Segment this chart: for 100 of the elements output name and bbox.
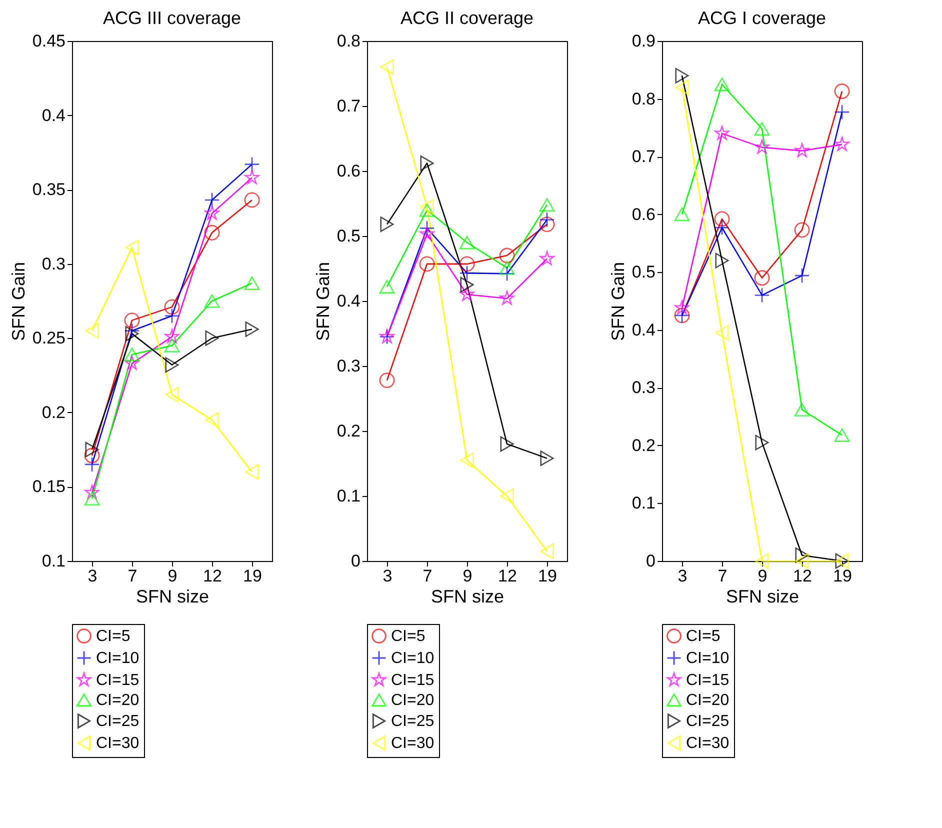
legend-label: CI=30 xyxy=(391,735,434,752)
point xyxy=(420,155,434,171)
point xyxy=(165,357,179,373)
point xyxy=(795,548,809,563)
point xyxy=(204,294,220,308)
point xyxy=(674,300,690,314)
point xyxy=(539,198,555,212)
x-tick-label: 12 xyxy=(203,566,222,586)
point xyxy=(164,308,180,324)
y-tick-label: 0.35 xyxy=(32,180,66,200)
point xyxy=(124,348,140,362)
point xyxy=(459,265,475,281)
legend-label: CI=25 xyxy=(96,713,140,730)
point xyxy=(245,464,259,480)
point xyxy=(794,268,810,284)
point xyxy=(754,270,770,286)
y-tick-label: 0.3 xyxy=(42,254,66,274)
y-tick-label: 0.15 xyxy=(32,477,66,496)
point xyxy=(460,452,474,468)
point xyxy=(540,544,554,559)
legend-label: CI=20 xyxy=(96,692,140,709)
point xyxy=(500,488,514,504)
point xyxy=(244,192,260,208)
point xyxy=(244,276,260,290)
y-tick-label: 0 xyxy=(351,552,360,570)
point xyxy=(675,80,689,95)
point xyxy=(460,277,474,292)
point xyxy=(794,143,810,158)
point xyxy=(499,266,515,282)
y-tick-label: 0.1 xyxy=(632,494,656,513)
x-tick-label: 12 xyxy=(498,566,517,586)
point xyxy=(754,122,770,136)
legend-label: CI=25 xyxy=(686,713,730,730)
legend-label: CI=5 xyxy=(391,628,426,645)
point xyxy=(459,236,475,250)
point xyxy=(164,299,180,315)
point xyxy=(420,199,434,214)
point xyxy=(84,492,100,506)
point xyxy=(164,328,180,344)
x-tick-label: 19 xyxy=(833,566,852,586)
point xyxy=(675,68,689,84)
point xyxy=(500,290,514,305)
x-axis-title: SFN size xyxy=(136,586,210,606)
point xyxy=(380,216,394,232)
point xyxy=(499,261,515,275)
legend-label: CI=15 xyxy=(96,672,140,689)
legend-label: CI=20 xyxy=(391,692,434,709)
point xyxy=(459,256,475,272)
point xyxy=(540,450,554,466)
y-tick-label: 0.7 xyxy=(632,147,656,166)
y-tick-label: 0.4 xyxy=(336,292,360,310)
y-tick-label: 0.8 xyxy=(336,32,360,50)
legend-label: CI=25 xyxy=(391,713,434,730)
x-tick-label: 9 xyxy=(168,566,178,586)
y-tick-label: 0.1 xyxy=(336,486,360,506)
y-tick-label: 0.1 xyxy=(42,552,66,570)
point xyxy=(674,208,690,222)
point xyxy=(419,203,435,217)
point xyxy=(714,78,730,92)
x-tick-label: 12 xyxy=(793,566,812,586)
chart-title: ACG II coverage xyxy=(400,8,534,28)
point xyxy=(540,251,554,266)
point xyxy=(499,248,515,264)
chart-title: ACG I coverage xyxy=(698,8,826,28)
point xyxy=(204,224,220,240)
point xyxy=(84,448,100,464)
point xyxy=(124,322,140,338)
y-tick-label: 0.25 xyxy=(32,328,66,348)
point xyxy=(245,322,259,337)
point xyxy=(419,256,435,272)
point xyxy=(754,140,770,154)
point xyxy=(420,226,434,240)
y-axis-title: SFN Gain xyxy=(8,262,28,342)
y-tick-label: 0 xyxy=(646,552,656,570)
point xyxy=(794,402,810,416)
point xyxy=(205,412,219,428)
point xyxy=(755,434,769,450)
point xyxy=(754,288,770,303)
legend-label: CI=10 xyxy=(96,650,140,667)
point xyxy=(834,84,850,99)
point xyxy=(85,322,99,338)
point xyxy=(124,356,140,370)
x-axis-title: SFN size xyxy=(430,586,504,606)
point xyxy=(204,206,220,220)
point xyxy=(165,386,179,402)
x-tick-label: 9 xyxy=(462,566,472,586)
legend-label: CI=10 xyxy=(391,650,434,667)
point xyxy=(85,442,99,458)
x-tick-label: 3 xyxy=(88,566,98,586)
chart-title: ACG III coverage xyxy=(102,8,242,28)
y-tick-label: 0.8 xyxy=(632,89,656,108)
point xyxy=(834,428,850,442)
y-tick-label: 0.5 xyxy=(336,226,360,246)
y-tick-label: 0.3 xyxy=(632,378,656,398)
point xyxy=(204,192,220,208)
point xyxy=(244,156,260,172)
y-tick-label: 0.6 xyxy=(632,204,656,224)
x-tick-label: 7 xyxy=(128,566,138,586)
x-tick-label: 19 xyxy=(243,566,262,586)
point xyxy=(755,553,769,569)
